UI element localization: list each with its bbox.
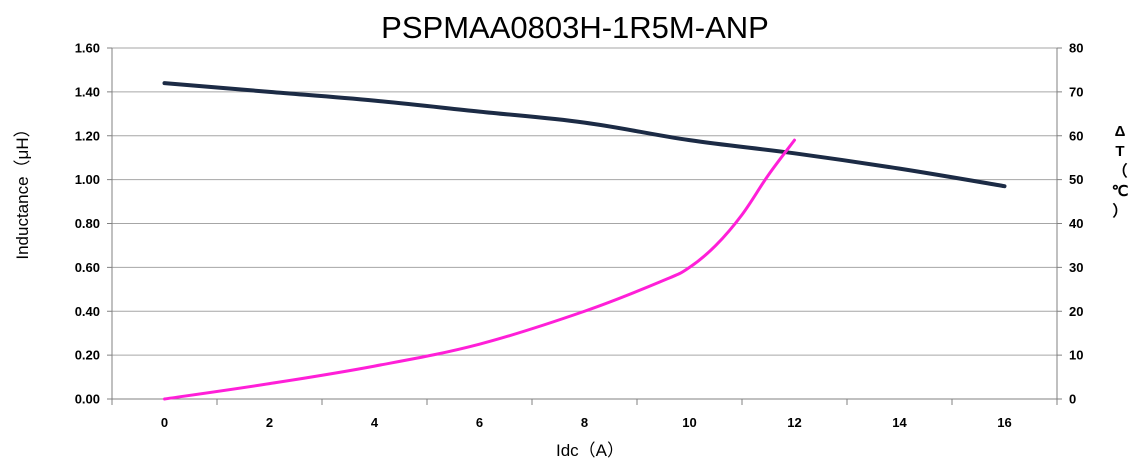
- x-tick-label: 10: [682, 415, 696, 430]
- temperature-rise-line: [163, 138, 796, 401]
- x-tick-label: 4: [371, 415, 379, 430]
- x-tick-label: 0: [161, 415, 168, 430]
- y-tick-label: 0.60: [75, 260, 100, 275]
- y2-tick-label: 60: [1069, 128, 1083, 143]
- x-tick-label: 12: [787, 415, 801, 430]
- y-tick-label: 0.00: [75, 392, 100, 407]
- y-tick-label: 0.80: [75, 216, 100, 231]
- tick-labels: 0.00 0.20 0.40 0.60 0.80 1.00 1.20 1.40 1.60 0 10 2…: [75, 41, 1084, 431]
- y2-axis-title-char: ）: [1112, 202, 1127, 220]
- chart-title: PSPMAA0803H-1R5M-ANP: [381, 10, 769, 45]
- y2-axis-title-char: T: [1115, 143, 1124, 160]
- y-tick-label: 0.40: [75, 304, 100, 319]
- y-tick-label: 0.20: [75, 348, 100, 363]
- data-series: [162, 81, 1007, 401]
- y-axis-title: Inductance（μH）: [13, 120, 32, 259]
- x-tick-label: 6: [476, 415, 483, 430]
- y2-tick-label: 80: [1069, 41, 1083, 56]
- inductance-line: [162, 81, 1007, 189]
- gridlines: [112, 47, 1057, 356]
- y2-tick-label: 40: [1069, 216, 1083, 231]
- x-tick-label: 8: [581, 415, 588, 430]
- y2-axis-title: ΔT （ ℃ ）: [1112, 123, 1129, 220]
- y2-axis-title-char: Δ: [1115, 123, 1126, 140]
- x-axis-title: Idc（A）: [556, 441, 624, 460]
- y-tick-label: 1.60: [75, 41, 100, 56]
- y-tick-label: 1.40: [75, 84, 100, 99]
- y2-tick-label: 30: [1069, 260, 1083, 275]
- y2-tick-label: 70: [1069, 84, 1083, 99]
- x-tick-label: 16: [997, 415, 1011, 430]
- y-tick-label: 1.20: [75, 128, 100, 143]
- y2-tick-label: 50: [1069, 172, 1083, 187]
- x-tick-label: 2: [266, 415, 273, 430]
- y2-tick-label: 10: [1069, 348, 1083, 363]
- axes: [107, 47, 1062, 405]
- y-tick-label: 1.00: [75, 172, 100, 187]
- y2-axis-title-char: （: [1112, 162, 1127, 180]
- x-tick-label: 14: [892, 415, 907, 430]
- y2-tick-label: 20: [1069, 304, 1083, 319]
- y2-axis-title-char: ℃: [1112, 183, 1129, 200]
- y2-tick-label: 0: [1069, 392, 1076, 407]
